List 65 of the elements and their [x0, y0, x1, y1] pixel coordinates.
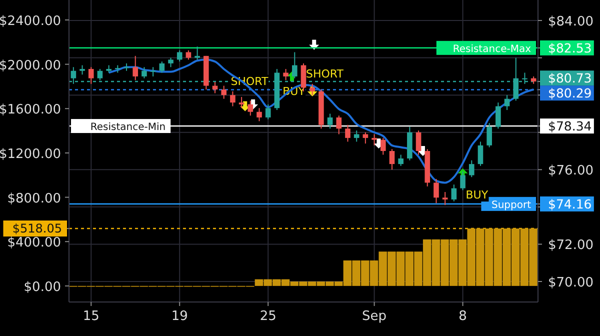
- y-tick-label: $76.00: [548, 164, 594, 179]
- y-tick-label: $74.16: [548, 196, 592, 212]
- candlestick: [398, 154, 404, 166]
- candlestick: [504, 94, 510, 110]
- candlestick: [478, 141, 484, 166]
- y2-tick-label: $1200.00: [0, 146, 61, 162]
- candlestick: [327, 113, 333, 130]
- candlestick: [159, 61, 165, 74]
- candlestick: [292, 52, 298, 79]
- y2-tick-label: $518.05: [12, 222, 62, 236]
- y-tick-label: $82.53: [548, 40, 592, 56]
- candlestick: [468, 160, 474, 178]
- ref-line-label: Resistance-Min: [90, 122, 166, 134]
- y-tick-label: $84.00: [548, 14, 594, 30]
- candlestick: [486, 122, 492, 148]
- candlestick: [238, 96, 244, 109]
- y2-tick-label: $800.00: [7, 191, 61, 206]
- candlestick: [248, 100, 254, 116]
- candlestick: [442, 192, 448, 206]
- candlestick: [380, 137, 386, 156]
- candlestick: [142, 66, 147, 79]
- ref-line-label: Support: [491, 200, 532, 211]
- y2-tick-label: $1600.00: [0, 102, 61, 118]
- y2-tick-label: $400.00: [7, 236, 61, 251]
- candlestick: [150, 66, 156, 77]
- y2-tick-label: $2000.00: [0, 58, 61, 74]
- candlestick: [88, 66, 94, 84]
- candlestick: [265, 104, 271, 120]
- candlestick: [194, 46, 200, 60]
- y2-tick-label: $2400.00: [0, 14, 61, 29]
- annotation: BUY: [466, 188, 488, 202]
- candlestick: [354, 130, 360, 142]
- candlestick: [416, 130, 422, 156]
- candlestick: [451, 184, 457, 202]
- candlestick: [362, 132, 368, 144]
- candlestick: [460, 171, 466, 191]
- candlestick: [283, 68, 288, 81]
- annotation: SHORT: [306, 67, 344, 80]
- y2-tick-label: $0.00: [24, 280, 61, 295]
- candlestick: [221, 85, 227, 100]
- candlestick: [496, 102, 501, 130]
- x-tick-label: 15: [82, 309, 100, 324]
- y-tick-label: $80.29: [548, 86, 592, 101]
- candlestick: [230, 90, 236, 107]
- candlestick: [389, 148, 395, 170]
- candlestick: [310, 83, 316, 96]
- candlestick: [176, 50, 182, 62]
- x-tick-label: Sep: [362, 309, 387, 324]
- candlestick: [434, 178, 439, 204]
- candlestick: [80, 64, 85, 76]
- y-tick-label: $72.00: [548, 238, 594, 254]
- candlestick: [168, 57, 174, 68]
- candlestick: [372, 134, 377, 146]
- candlestick: [132, 55, 138, 81]
- x-tick-label: 19: [171, 309, 188, 324]
- candlestick: [186, 50, 192, 60]
- ref-line-label: Resistance-Max: [452, 44, 532, 55]
- candlestick: [345, 124, 350, 142]
- candlestick: [256, 108, 262, 122]
- x-tick-label: 25: [260, 309, 276, 324]
- y-tick-label: $80.73: [548, 70, 592, 86]
- y-tick-label: $78.34: [548, 118, 592, 134]
- x-tick-label: 8: [458, 309, 467, 324]
- candlestick: [336, 115, 342, 135]
- y-tick-label: $70.00: [548, 275, 594, 290]
